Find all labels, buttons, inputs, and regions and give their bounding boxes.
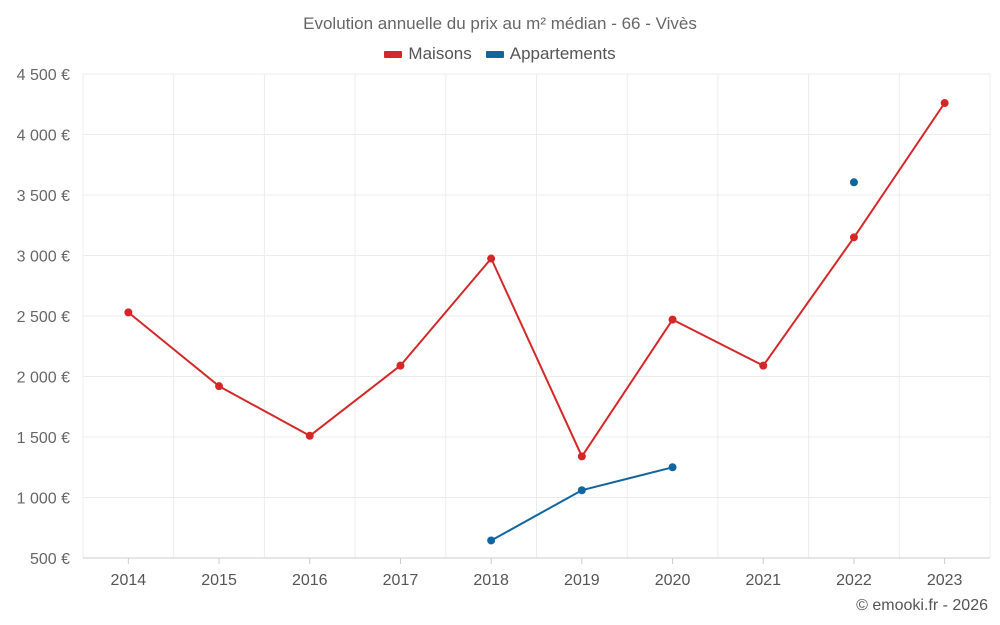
legend-item-appartements[interactable]: Appartements: [485, 44, 616, 64]
y-tick-label: 1 000 €: [17, 491, 70, 508]
x-tick-label: 2023: [927, 572, 963, 589]
x-tick-label: 2017: [383, 572, 419, 589]
y-tick-label: 500 €: [30, 551, 70, 568]
data-point-appartements-2020: [668, 463, 677, 472]
data-point-maisons-2023: [940, 99, 949, 108]
data-point-appartements-2018: [487, 536, 496, 545]
data-point-maisons-2018: [487, 254, 496, 263]
x-tick-label: 2019: [564, 572, 600, 589]
legend-swatch-appartements: [485, 50, 504, 58]
x-tick-label: 2016: [292, 572, 328, 589]
x-tick-label: 2022: [836, 572, 872, 589]
x-tick-label: 2020: [655, 572, 691, 589]
legend: Maisons Appartements: [0, 44, 1000, 64]
data-point-maisons-2016: [305, 431, 314, 440]
y-tick-label: 2 000 €: [17, 370, 70, 387]
y-tick-label: 1 500 €: [17, 430, 70, 447]
series-line-maisons: [127, 102, 946, 458]
data-point-maisons-2022: [849, 233, 858, 242]
x-tick-label: 2018: [473, 572, 509, 589]
credit: © emooki.fr - 2026: [856, 597, 988, 614]
data-point-maisons-2015: [215, 382, 224, 391]
series-line-appartements: [490, 466, 673, 542]
y-tick-label: 4 500 €: [17, 67, 70, 84]
chart-title: Evolution annuelle du prix au m² médian …: [303, 14, 697, 33]
data-point-maisons-2020: [668, 315, 677, 324]
data-point-maisons-2014: [124, 308, 133, 317]
data-point-appartements-2019: [577, 486, 586, 495]
data-point-appartements-2022: [849, 178, 858, 187]
legend-item-maisons[interactable]: Maisons: [384, 44, 472, 64]
data-point-maisons-2017: [396, 361, 405, 370]
x-tick-label: 2021: [745, 572, 781, 589]
data-point-maisons-2019: [577, 452, 586, 461]
x-tick-label: 2014: [111, 572, 147, 589]
legend-swatch-maisons: [384, 50, 403, 58]
x-tick-label: 2015: [201, 572, 237, 589]
y-tick-label: 2 500 €: [17, 309, 70, 326]
legend-label-appartements: Appartements: [509, 44, 616, 63]
y-tick-label: 3 500 €: [17, 188, 70, 205]
y-tick-label: 4 000 €: [17, 128, 70, 145]
y-tick-label: 3 000 €: [17, 249, 70, 266]
data-point-maisons-2021: [759, 361, 768, 370]
legend-label-maisons: Maisons: [408, 44, 472, 63]
